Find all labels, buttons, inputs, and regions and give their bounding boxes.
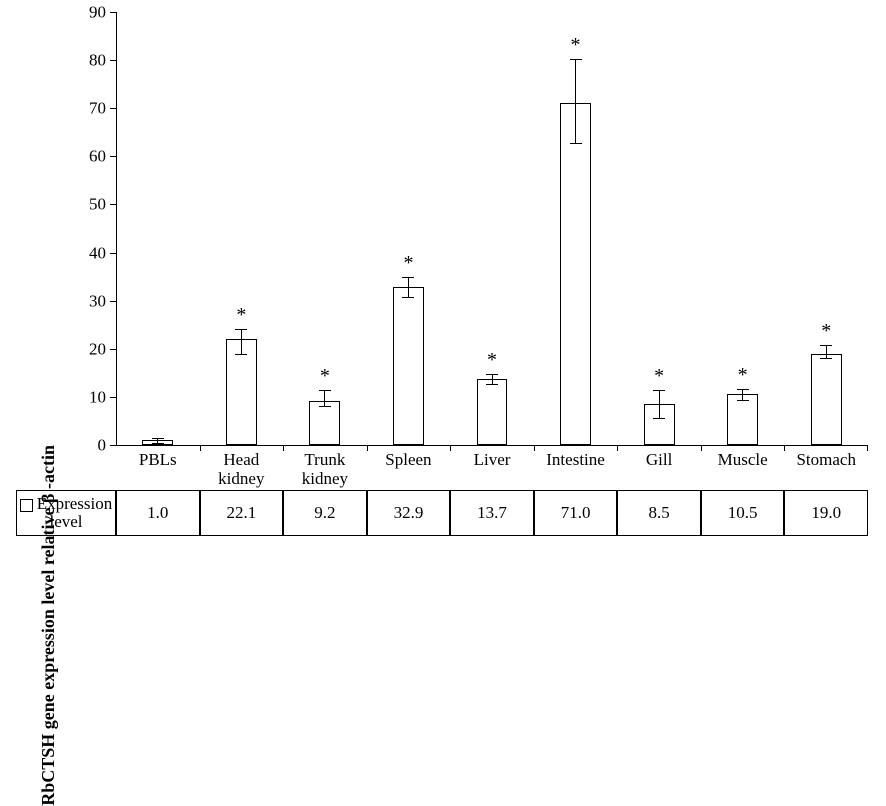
data-table: Expressionlevel1.022.19.232.913.771.08.5… [16, 490, 868, 536]
error-bar-cap [486, 384, 498, 385]
y-tick [110, 397, 116, 398]
error-bar-cap [653, 390, 665, 391]
figure-root: RbCTSH gene expression level relative β … [0, 0, 886, 566]
y-tick [110, 349, 116, 350]
error-bar-cap [152, 443, 164, 444]
bar [309, 401, 340, 445]
table-cell: 13.7 [450, 490, 534, 536]
significance-marker: * [320, 366, 330, 386]
error-bar-cap [235, 354, 247, 355]
y-tick-label: 90 [66, 4, 106, 21]
significance-marker: * [738, 365, 748, 385]
y-tick [110, 445, 116, 446]
y-tick-label: 60 [66, 148, 106, 165]
y-tick-label: 30 [66, 292, 106, 309]
y-tick-label: 40 [66, 244, 106, 261]
bar [477, 379, 508, 445]
x-tick [784, 445, 785, 451]
error-bar-cap [737, 389, 749, 390]
error-bar-cap [152, 438, 164, 439]
x-tick-label: PBLs [118, 451, 198, 470]
significance-marker: * [487, 350, 497, 370]
x-tick [200, 445, 201, 451]
significance-marker: * [571, 35, 581, 55]
error-bar-cap [570, 143, 582, 144]
x-tick-label: Intestine [536, 451, 616, 470]
error-bar-cap [402, 277, 414, 278]
error-bar-cap [737, 400, 749, 401]
y-tick-label: 70 [66, 100, 106, 117]
x-tick-label: Stomach [786, 451, 866, 470]
table-cell: 8.5 [617, 490, 701, 536]
error-bar [659, 390, 660, 418]
y-tick [110, 108, 116, 109]
error-bar [826, 345, 827, 358]
x-tick-label: Headkidney [202, 451, 282, 488]
error-bar-cap [319, 406, 331, 407]
x-tick [283, 445, 284, 451]
x-tick [701, 445, 702, 451]
error-bar-cap [402, 297, 414, 298]
error-bar [575, 59, 576, 143]
legend-swatch [20, 499, 33, 512]
error-bar [241, 329, 242, 354]
error-bar-cap [486, 374, 498, 375]
error-bar [408, 277, 409, 297]
significance-marker: * [236, 305, 246, 325]
significance-marker: * [654, 366, 664, 386]
error-bar-cap [235, 329, 247, 330]
error-bar [742, 389, 743, 401]
y-tick [110, 12, 116, 13]
table-cell: 10.5 [701, 490, 785, 536]
table-cell: 19.0 [784, 490, 868, 536]
x-tick-label: Spleen [369, 451, 449, 470]
x-tick [617, 445, 618, 451]
y-axis [116, 12, 117, 445]
error-bar-cap [319, 390, 331, 391]
error-bar-cap [570, 59, 582, 60]
bar [560, 103, 591, 445]
y-tick-label: 50 [66, 196, 106, 213]
y-tick [110, 301, 116, 302]
error-bar-cap [653, 418, 665, 419]
plot-area: 0102030405060708090PBLs*Headkidney*Trunk… [116, 12, 868, 445]
table-cell: 71.0 [534, 490, 618, 536]
y-tick [110, 60, 116, 61]
error-bar-cap [820, 345, 832, 346]
significance-marker: * [821, 321, 831, 341]
x-tick-label: Gill [619, 451, 699, 470]
table-cell: 1.0 [116, 490, 200, 536]
table-cell: 22.1 [200, 490, 284, 536]
significance-marker: * [403, 253, 413, 273]
x-tick-label: Liver [452, 451, 532, 470]
y-tick-label: 10 [66, 388, 106, 405]
y-tick-label: 0 [66, 437, 106, 454]
table-cell: 9.2 [283, 490, 367, 536]
error-bar [492, 374, 493, 384]
table-cell: 32.9 [367, 490, 451, 536]
bar [727, 394, 758, 445]
error-bar-cap [820, 358, 832, 359]
x-axis [116, 445, 868, 446]
x-tick [534, 445, 535, 451]
error-bar [324, 390, 325, 406]
x-tick [367, 445, 368, 451]
y-tick [110, 204, 116, 205]
x-tick-label: Trunkkidney [285, 451, 365, 488]
x-tick [450, 445, 451, 451]
table-row-label: Expressionlevel [16, 490, 116, 536]
x-tick [867, 445, 868, 451]
bar [226, 339, 257, 445]
y-tick-label: 20 [66, 340, 106, 357]
x-tick-label: Muscle [703, 451, 783, 470]
y-tick [110, 156, 116, 157]
bar [811, 354, 842, 445]
y-tick-label: 80 [66, 52, 106, 69]
y-tick [110, 253, 116, 254]
bar [393, 287, 424, 445]
